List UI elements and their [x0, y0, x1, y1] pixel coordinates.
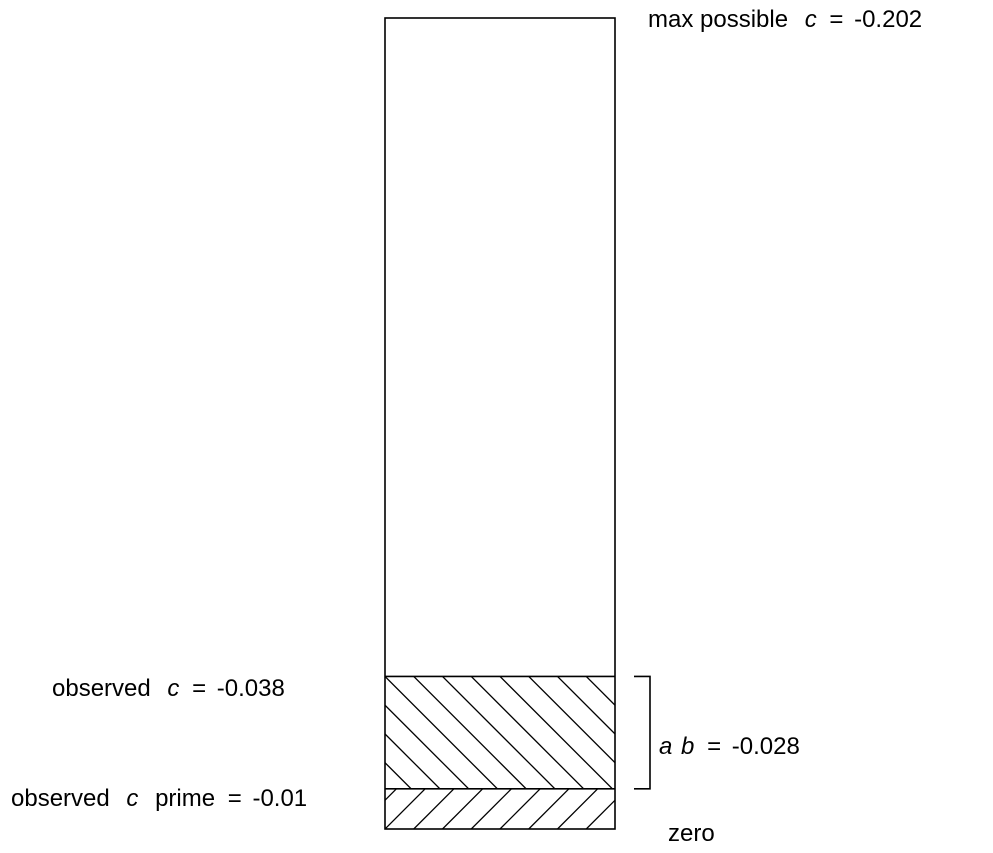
label-zero: zero	[668, 820, 715, 847]
bar-outline	[384, 17, 616, 830]
hatch-line-c-prime	[442, 788, 484, 830]
hatch-line-ab	[413, 676, 527, 789]
label-observed-c-prime: observed c prime = -0.01	[11, 785, 307, 812]
hatch-line-c-prime	[499, 788, 541, 830]
hatch-line-ab	[385, 704, 470, 789]
hatch-line-ab	[270, 676, 382, 788]
ab-bracket	[634, 675, 651, 790]
hatch-line-c-prime	[557, 788, 599, 830]
hatch-line-c-prime	[385, 788, 397, 802]
hatch-line-ab	[442, 676, 556, 789]
hatch-line-ab	[528, 676, 615, 764]
hatch-line-c-prime	[470, 788, 512, 830]
hatch-c-prime-group	[328, 788, 615, 830]
hatch-line-c-prime	[528, 788, 570, 830]
hatch-line-ab	[385, 676, 498, 789]
hatch-line-c-prime	[385, 788, 426, 830]
hatch-line-ab	[385, 733, 441, 789]
hatch-line-c-prime	[413, 788, 455, 830]
hatch-line-c-prime	[614, 828, 615, 829]
hatch-line-ab	[585, 676, 615, 707]
hatch-line-ab	[385, 761, 412, 789]
label-observed-c: observed c = -0.038	[52, 675, 285, 702]
hatch-line-c-prime	[585, 799, 615, 830]
hatch-line-ab	[499, 676, 613, 789]
hatch-line-c-prime	[328, 789, 368, 829]
hatch-line-ab	[470, 676, 585, 789]
label-max-possible-c: max possible c = -0.202	[648, 6, 922, 33]
hatch-ab-group	[270, 676, 615, 789]
hatch-line-ab	[557, 676, 615, 735]
label-ab: a b = -0.028	[659, 733, 800, 760]
